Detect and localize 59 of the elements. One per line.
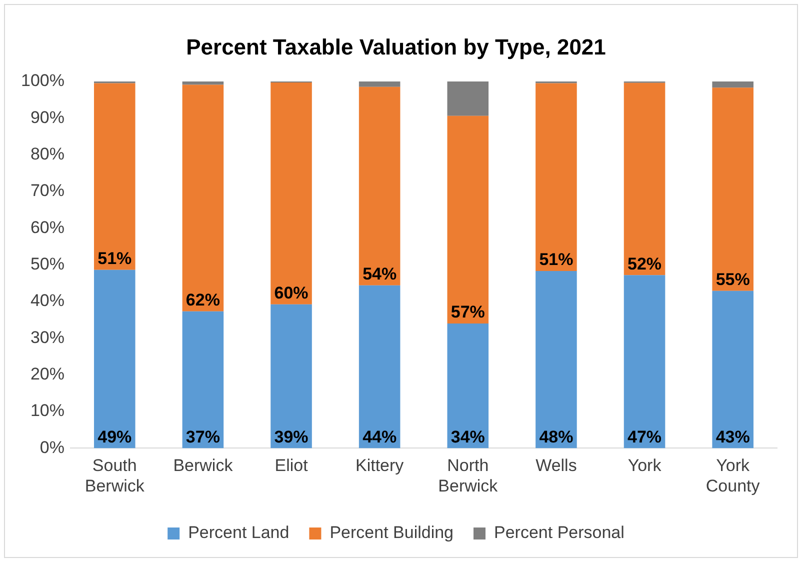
- x-tick-label: Wells: [536, 456, 577, 476]
- y-tick-label: 0%: [40, 438, 64, 457]
- data-label: 55%: [716, 270, 750, 290]
- bar: [712, 81, 754, 88]
- bar: [270, 304, 312, 448]
- bar: [358, 285, 400, 448]
- x-tick-label: Eliot: [274, 456, 308, 476]
- legend-label: Percent Building: [330, 523, 454, 542]
- legend-label: Percent Land: [188, 523, 290, 542]
- bar: [447, 81, 489, 116]
- y-tick-label: 20%: [30, 364, 64, 384]
- bar: [712, 290, 754, 448]
- data-label: 37%: [186, 427, 220, 446]
- y-tick-label: 50%: [30, 254, 64, 274]
- x-tick-label: Berwick: [173, 456, 234, 476]
- data-label: 60%: [274, 284, 308, 303]
- bar: [270, 82, 312, 304]
- bar: [624, 82, 666, 276]
- x-tick-label: South Berwick: [84, 456, 145, 496]
- data-label: 57%: [450, 302, 485, 322]
- data-label: 54%: [362, 264, 397, 284]
- bar: [182, 311, 224, 448]
- x-tick-label: North Berwick: [438, 456, 498, 496]
- y-tick-label: 40%: [30, 291, 64, 310]
- data-label: 43%: [716, 427, 750, 446]
- x-tick-label: York: [628, 456, 662, 476]
- bar: [182, 81, 224, 85]
- y-tick-label: 100%: [20, 71, 64, 90]
- y-tick-label: 30%: [30, 328, 64, 347]
- bar: [536, 271, 577, 448]
- bar: [712, 88, 754, 291]
- data-label: 62%: [186, 290, 220, 310]
- data-label: 34%: [450, 427, 485, 446]
- bar: [358, 81, 400, 87]
- bar: [182, 84, 224, 312]
- chart-title: Percent Taxable Valuation by Type, 2021: [186, 34, 606, 60]
- data-label: 44%: [362, 427, 397, 446]
- data-label: 51%: [539, 250, 574, 270]
- data-label: 39%: [274, 427, 308, 446]
- y-tick-label: 70%: [30, 181, 64, 200]
- bar: [94, 83, 136, 270]
- x-tick-label: York County: [706, 456, 760, 496]
- bar: [624, 275, 666, 448]
- data-label: 52%: [628, 254, 662, 274]
- x-tick-label: Kittery: [355, 456, 404, 476]
- data-label: 49%: [98, 427, 132, 446]
- bar: [94, 270, 136, 448]
- bar: [447, 116, 489, 324]
- data-label: 47%: [628, 427, 662, 446]
- y-tick-label: 90%: [30, 108, 64, 127]
- bar: [447, 323, 489, 448]
- data-label: 51%: [98, 249, 132, 268]
- legend-label: Percent Personal: [494, 523, 624, 542]
- y-tick-label: 80%: [30, 144, 64, 164]
- y-tick-label: 10%: [30, 401, 64, 420]
- bar: [536, 83, 577, 272]
- y-tick-label: 60%: [30, 218, 64, 237]
- bar: [358, 86, 400, 286]
- data-label: 48%: [539, 427, 574, 446]
